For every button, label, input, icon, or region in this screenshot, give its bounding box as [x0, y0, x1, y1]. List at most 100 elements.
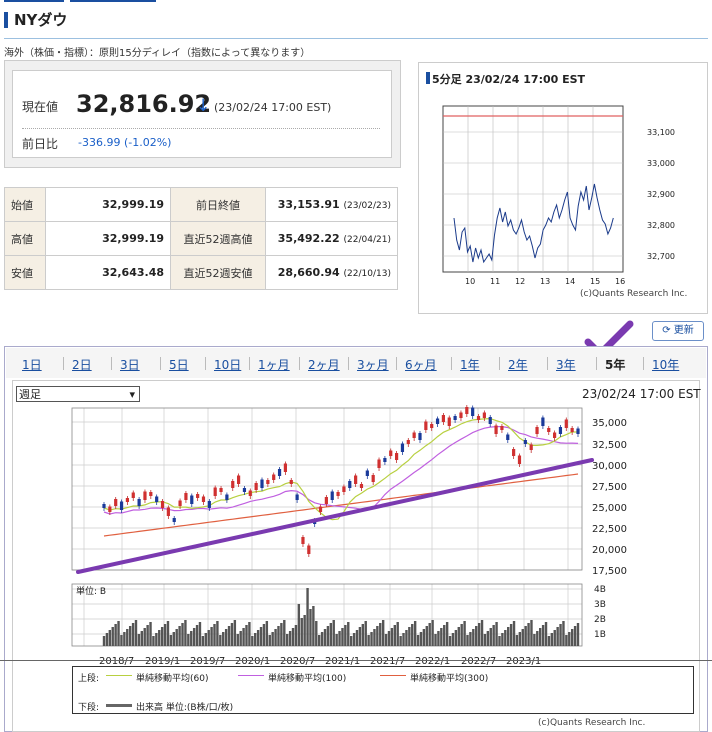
y-tick-label: 22,500 — [592, 524, 627, 535]
tab-separator — [547, 357, 548, 370]
tab-1[interactable]: 1日 — [22, 358, 42, 372]
volume-bar — [219, 635, 222, 646]
volume-bar — [300, 618, 303, 646]
refresh-icon: ⟳ — [662, 325, 674, 336]
candle-body — [196, 494, 200, 498]
volume-bar — [175, 629, 178, 646]
current-price: 32,816.92 — [76, 90, 212, 118]
tab-14[interactable]: 10年 — [652, 358, 680, 372]
tab-3[interactable]: 3日 — [120, 358, 140, 372]
x-tick-label: 2023/1 — [506, 656, 541, 666]
volume-bar — [576, 623, 580, 646]
volume-bar — [274, 629, 277, 646]
price-inner-panel — [12, 70, 392, 158]
volume-bar — [105, 633, 109, 646]
y-tick-label: 32,700 — [647, 252, 675, 261]
volume-bar — [530, 620, 533, 646]
tab-2[interactable]: 2日 — [72, 358, 92, 372]
volume-bar — [469, 632, 472, 646]
candle-body — [418, 433, 422, 440]
volume-bar — [254, 633, 257, 646]
volume-bar — [288, 631, 292, 646]
x-tick-label: 14 — [565, 277, 575, 286]
volume-bar — [515, 635, 519, 646]
mini-title-marker — [426, 72, 430, 84]
volume-bar — [460, 624, 463, 646]
candle-body — [512, 449, 516, 456]
tab-8[interactable]: 3ヶ月 — [357, 358, 389, 372]
prev-close-cell: 33,153.91 (23/02/23) — [265, 187, 398, 222]
tab-13[interactable]: 5年 — [605, 358, 626, 372]
tab-5[interactable]: 10日 — [214, 358, 242, 372]
tab-separator — [596, 357, 597, 370]
volume-bar — [573, 626, 577, 646]
price-timestamp: (23/02/24 17:00 EST) — [214, 101, 332, 114]
volume-tick-label: 2B — [594, 615, 606, 625]
volume-bar — [565, 635, 568, 646]
volume-bar — [303, 615, 306, 646]
volume-bar — [309, 609, 312, 646]
candle-body — [435, 418, 440, 424]
candle-body — [137, 499, 141, 506]
volume-bar — [187, 634, 190, 646]
tab-7[interactable]: 2ヶ月 — [308, 358, 340, 372]
volume-bar — [306, 588, 309, 646]
y-tick-label: 25,000 — [592, 503, 627, 514]
volume-bar — [120, 635, 123, 646]
volume-bar — [181, 623, 184, 646]
volume-bar — [448, 636, 452, 646]
volume-bar — [440, 628, 443, 646]
volume-bar — [544, 622, 548, 646]
x-tick-label: 2021/1 — [325, 656, 360, 666]
volume-bar — [379, 623, 382, 646]
volume-bar — [390, 628, 394, 646]
volume-bar — [387, 631, 391, 646]
volume-unit-label: 単位: B — [76, 585, 106, 597]
y-tick-label: 32,900 — [647, 190, 675, 199]
volume-bar — [265, 621, 269, 646]
volume-bar — [192, 628, 196, 646]
volume-bar — [268, 635, 271, 646]
candle-body — [494, 425, 498, 434]
period-select[interactable]: 週足 ▾ — [16, 386, 140, 402]
volume-bar — [256, 630, 260, 646]
volume-bar — [411, 624, 414, 646]
tab-4[interactable]: 5日 — [169, 358, 189, 372]
tab-9[interactable]: 6ヶ月 — [405, 358, 437, 372]
y-tick-label: 20,000 — [592, 545, 627, 556]
y-tick-label: 30,000 — [592, 461, 627, 472]
x-tick-label: 2022/1 — [415, 656, 450, 666]
x-tick-label: 2018/7 — [99, 656, 134, 666]
tab-11[interactable]: 2年 — [508, 358, 528, 372]
candle-body — [383, 458, 387, 462]
candle-body — [277, 469, 282, 476]
volume-bar — [349, 636, 353, 646]
volume-bar — [233, 620, 237, 646]
tab-12[interactable]: 3年 — [556, 358, 576, 372]
volume-bar — [507, 627, 510, 646]
volume-bar — [178, 626, 181, 646]
refresh-button[interactable]: ⟳ 更新 — [652, 321, 704, 341]
volume-bar — [344, 625, 347, 646]
volume-bar — [393, 625, 396, 646]
volume-bar — [195, 625, 199, 646]
candle-body — [342, 486, 346, 492]
legend-volume-label: 出来高 単位:(B株/口/枚) — [136, 703, 234, 713]
tab-6[interactable]: 1ヶ月 — [258, 358, 290, 372]
candle-body — [242, 488, 247, 492]
legend-ma100-swatch — [238, 675, 264, 676]
volume-bar — [131, 623, 135, 646]
volume-bar — [152, 636, 155, 646]
volume-bar — [242, 628, 245, 646]
volume-bar — [373, 629, 376, 646]
page-title: NYダウ — [14, 11, 68, 29]
tab-10[interactable]: 1年 — [460, 358, 480, 372]
volume-bar — [541, 625, 545, 646]
52w-low-label: 直近52週安値 — [170, 255, 266, 290]
candle-body — [564, 419, 568, 428]
y-tick-label: 33,000 — [647, 159, 675, 168]
candle-body — [558, 427, 563, 434]
volume-bar — [213, 624, 216, 646]
x-tick-label: 2019/7 — [190, 656, 225, 666]
candle-body — [576, 428, 580, 434]
